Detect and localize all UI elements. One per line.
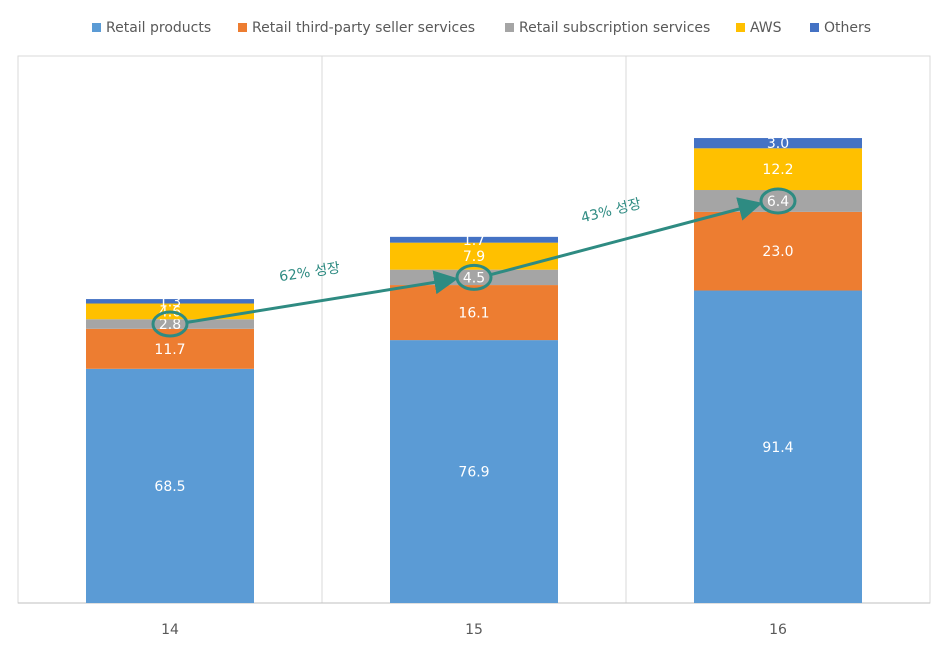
x-tick-label: 14: [161, 622, 179, 638]
legend-swatch: [92, 23, 101, 32]
bar-segment: [694, 148, 862, 191]
annotation: 62% 성장: [278, 260, 341, 285]
legend-label: Retail third-party seller services: [252, 20, 475, 36]
legend-label: Others: [824, 20, 871, 36]
highlight-circle: [151, 310, 189, 338]
growth-arrow: [187, 270, 459, 324]
bar-segment: [86, 368, 254, 603]
value-label: 16.1: [458, 306, 489, 322]
legend-label: AWS: [750, 20, 782, 36]
bar-segment: [694, 138, 862, 149]
value-label: 11.7: [154, 342, 185, 358]
x-tick-label: 16: [769, 622, 787, 638]
annotation: 43% 성장: [579, 196, 642, 226]
x-tick-label: 15: [465, 622, 483, 638]
legend-swatch: [810, 23, 819, 32]
bar-segment: [390, 236, 558, 243]
bar-segment: [86, 299, 254, 304]
value-label: 2.8: [159, 317, 181, 333]
value-label: 76.9: [458, 465, 489, 481]
value-label: 6.4: [767, 194, 789, 210]
value-label: 23.0: [762, 244, 793, 260]
bar-segment: [390, 285, 558, 341]
value-label: 1.7: [463, 233, 485, 249]
growth-arrow: [491, 197, 763, 276]
value-label: 3.0: [767, 136, 789, 152]
bar-segment: [86, 319, 254, 329]
value-label: 91.4: [762, 440, 793, 456]
legend-swatch: [736, 23, 745, 32]
value-label: 1.3: [159, 294, 181, 310]
bar-segment: [694, 190, 862, 212]
bar-segment: [390, 269, 558, 286]
value-label: 7.9: [463, 249, 485, 265]
value-label: 12.2: [762, 162, 793, 178]
legend-label: Retail products: [106, 20, 211, 36]
bar-segment: [390, 340, 558, 603]
legend-swatch: [238, 23, 247, 32]
bar-segment: [694, 290, 862, 603]
value-label: 4.5: [463, 270, 485, 286]
legend-swatch: [505, 23, 514, 32]
value-label: 68.5: [154, 479, 185, 495]
bar-segment: [694, 211, 862, 291]
legend-label: Retail subscription services: [519, 20, 710, 36]
